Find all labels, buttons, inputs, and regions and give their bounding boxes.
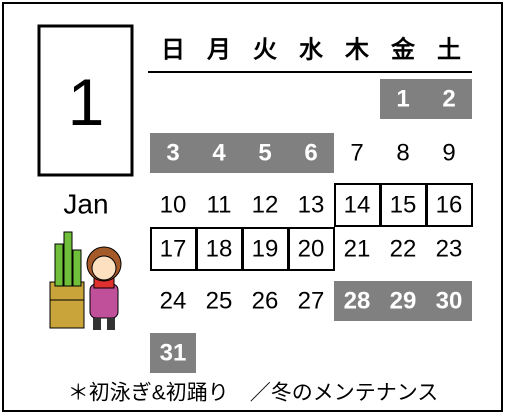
- day-shade: [150, 333, 196, 373]
- day: 14: [344, 192, 371, 219]
- day: 22: [390, 236, 417, 263]
- leg: [107, 318, 115, 330]
- day-shade: [288, 133, 334, 173]
- month-box: [37, 24, 134, 177]
- day-box: [426, 183, 473, 227]
- day: 26: [252, 288, 279, 315]
- day-shade: [196, 133, 242, 173]
- day: 10: [160, 192, 187, 219]
- day: 8: [396, 140, 409, 167]
- weekday: 金: [390, 36, 416, 64]
- girl-body: [89, 283, 119, 319]
- day: 7: [350, 140, 363, 167]
- day: 20: [298, 236, 325, 263]
- day-shade: [380, 79, 426, 119]
- day: 21: [344, 236, 371, 263]
- day: 23: [436, 236, 463, 263]
- day: 27: [298, 288, 325, 315]
- day: 19: [252, 236, 279, 263]
- weekday: 火: [253, 37, 277, 64]
- day-shade: [426, 281, 472, 321]
- day: 16: [436, 192, 463, 219]
- day: 15: [390, 192, 417, 219]
- weekday: 木: [344, 37, 370, 64]
- day: 9: [442, 140, 455, 167]
- day: 30: [436, 288, 463, 315]
- day: 11: [207, 192, 232, 219]
- bamboo: [72, 249, 82, 287]
- day-shade: [150, 133, 196, 173]
- day-shade: [242, 133, 288, 173]
- day: 29: [390, 288, 417, 315]
- kadomatsu-base: [49, 281, 85, 329]
- day-box: [288, 227, 335, 271]
- bamboo: [54, 243, 64, 287]
- illustration: [49, 231, 122, 330]
- weekday: 月: [206, 37, 231, 64]
- day: 17: [160, 236, 187, 263]
- leg: [93, 318, 101, 330]
- weekday: 水: [299, 37, 324, 64]
- day: 28: [344, 288, 371, 315]
- day: 13: [298, 192, 325, 219]
- day-shade: [334, 281, 380, 321]
- footer-note: ＊初泳ぎ&初踊り ／冬のメンテナンス: [68, 382, 439, 405]
- day: 3: [166, 140, 179, 167]
- day: 18: [206, 236, 233, 263]
- day: 5: [258, 140, 271, 167]
- day-shade: [380, 281, 426, 321]
- day: 12: [252, 192, 279, 219]
- day: 25: [206, 288, 233, 315]
- day: 31: [160, 340, 187, 367]
- weekday: 土: [437, 37, 461, 64]
- bamboo: [63, 231, 73, 287]
- day: 6: [304, 140, 317, 167]
- month-number: 1: [68, 65, 105, 139]
- weekday: 日: [161, 37, 185, 64]
- day: 24: [160, 288, 187, 315]
- day: 2: [442, 86, 455, 113]
- day-shade: [426, 79, 472, 119]
- day: 1: [396, 86, 409, 113]
- face: [91, 255, 117, 281]
- day: 4: [212, 140, 226, 167]
- month-name: Jan: [63, 189, 108, 220]
